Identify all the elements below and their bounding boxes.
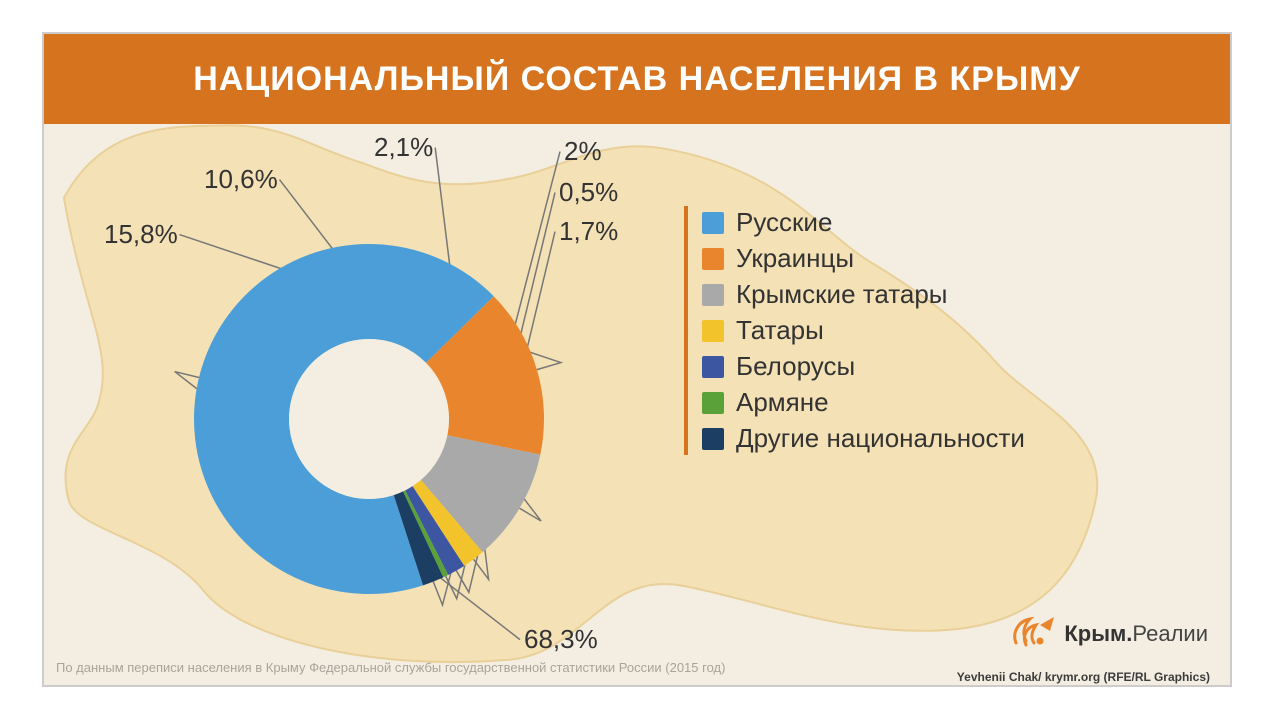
legend-label: Армяне (736, 387, 829, 418)
legend-border (684, 206, 688, 455)
legend-swatch (702, 392, 724, 414)
legend-label: Другие национальности (736, 423, 1025, 454)
donut-hole (289, 339, 449, 499)
brand-name-rest: Реалии (1132, 621, 1208, 646)
legend-item: Белорусы (702, 351, 1025, 382)
brand-text: Крым.Реалии (1064, 621, 1208, 647)
source-text: По данным переписи населения в Крыму Фед… (56, 660, 725, 675)
credit-text: Yevhenii Chak/ krymr.org (RFE/RL Graphic… (955, 669, 1212, 685)
title-bar: НАЦИОНАЛЬНЫЙ СОСТАВ НАСЕЛЕНИЯ В КРЫМУ (44, 34, 1230, 124)
brand: Крым.Реалии (1010, 611, 1208, 657)
pct-label: 2% (564, 136, 602, 167)
legend-swatch (702, 284, 724, 306)
legend-label: Крымские татары (736, 279, 947, 310)
brand-logo-icon (1010, 611, 1056, 657)
legend-swatch (702, 320, 724, 342)
pct-label: 1,7% (559, 216, 618, 247)
legend-label: Татары (736, 315, 824, 346)
donut-chart (189, 239, 549, 599)
pct-label: 15,8% (104, 219, 178, 250)
legend-item: Крымские татары (702, 279, 1025, 310)
legend-swatch (702, 356, 724, 378)
brand-name-strong: Крым. (1064, 621, 1132, 646)
infographic-frame: НАЦИОНАЛЬНЫЙ СОСТАВ НАСЕЛЕНИЯ В КРЫМУ 68… (42, 32, 1232, 687)
legend-item: Украинцы (702, 243, 1025, 274)
legend-swatch (702, 248, 724, 270)
pct-label: 68,3% (524, 624, 598, 655)
legend-label: Белорусы (736, 351, 855, 382)
legend-item: Армяне (702, 387, 1025, 418)
legend-swatch (702, 428, 724, 450)
pct-label: 0,5% (559, 177, 618, 208)
legend-label: Русские (736, 207, 832, 238)
pct-label: 10,6% (204, 164, 278, 195)
legend-item: Русские (702, 207, 1025, 238)
legend-label: Украинцы (736, 243, 854, 274)
legend-swatch (702, 212, 724, 234)
pct-label: 2,1% (374, 132, 433, 163)
title-text: НАЦИОНАЛЬНЫЙ СОСТАВ НАСЕЛЕНИЯ В КРЫМУ (193, 60, 1081, 99)
legend-item: Другие национальности (702, 423, 1025, 454)
legend: Русские Украинцы Крымские татары Татары Бело… (684, 202, 1025, 459)
legend-item: Татары (702, 315, 1025, 346)
